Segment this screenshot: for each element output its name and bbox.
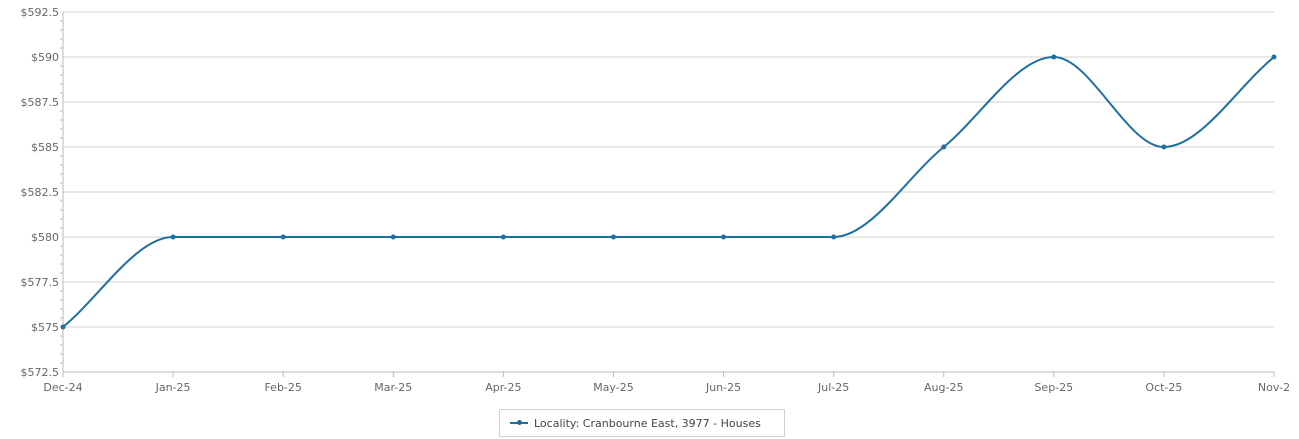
x-tick-label: Mar-25	[374, 381, 412, 394]
x-tick-label: Feb-25	[264, 381, 301, 394]
x-tick-label: Dec-24	[43, 381, 82, 394]
axis-layer: $572.5 $575 $577.5 $580 $582.5 $585 $587.5 $590…	[21, 6, 1291, 394]
y-tick-label: $580	[31, 231, 59, 244]
x-tick-label: Jul-25	[817, 381, 849, 394]
y-tick-label: $575	[31, 321, 59, 334]
data-point	[1271, 54, 1277, 60]
data-point	[1051, 54, 1057, 60]
y-tick-label: $582.5	[21, 186, 60, 199]
data-point	[60, 324, 66, 330]
y-tick-label: $592.5	[21, 6, 60, 19]
data-point	[1161, 144, 1167, 150]
series-layer	[60, 54, 1277, 330]
series-line	[62, 55, 1275, 328]
data-point	[721, 234, 727, 240]
data-point	[170, 234, 176, 240]
data-point	[500, 234, 506, 240]
data-point	[610, 234, 616, 240]
x-tick-label: Nov-2	[1258, 381, 1290, 394]
data-point	[390, 234, 396, 240]
data-point	[280, 234, 286, 240]
x-tick-label: May-25	[593, 381, 634, 394]
x-tick-label: Sep-25	[1034, 381, 1073, 394]
grid-layer	[63, 11, 1274, 373]
legend-swatch-icon	[510, 418, 528, 428]
y-tick-label: $572.5	[21, 366, 60, 379]
x-tick-label: Aug-25	[924, 381, 963, 394]
legend[interactable]: Locality: Cranbourne East, 3977 - Houses	[499, 409, 785, 437]
y-tick-label: $577.5	[21, 276, 60, 289]
x-tick-label: Jan-25	[155, 381, 191, 394]
y-tick-label: $587.5	[21, 96, 60, 109]
chart-svg: $572.5 $575 $577.5 $580 $582.5 $585 $587.5 $590…	[21, 6, 1291, 394]
y-tick-label: $585	[31, 141, 59, 154]
x-tick-label: Oct-25	[1145, 381, 1182, 394]
x-tick-label: Jun-25	[705, 381, 741, 394]
x-tick-label: Apr-25	[485, 381, 521, 394]
y-tick-label: $590	[31, 51, 59, 64]
data-point	[831, 234, 837, 240]
legend-label: Locality: Cranbourne East, 3977 - Houses	[534, 416, 761, 430]
data-point	[941, 144, 947, 150]
